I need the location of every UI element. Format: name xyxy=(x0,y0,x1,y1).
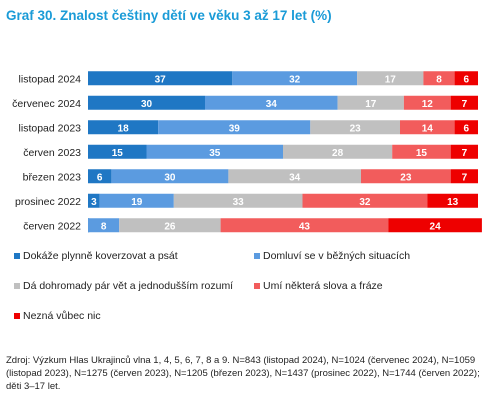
data-label: 23 xyxy=(350,123,362,134)
bar-segment xyxy=(146,144,283,159)
bar-segment xyxy=(88,95,205,110)
bar-segment xyxy=(454,120,478,135)
bar-segment xyxy=(392,144,451,159)
legend-swatch xyxy=(254,253,260,259)
bar-segment xyxy=(450,169,478,184)
category-label: listopad 2023 xyxy=(19,122,82,134)
legend-swatch xyxy=(14,313,20,319)
data-label: 28 xyxy=(332,148,344,159)
bar-segment xyxy=(205,95,338,110)
data-label: 8 xyxy=(436,74,442,85)
legend-item: Domluví se v běžných situacích xyxy=(254,250,410,262)
bar-segment xyxy=(283,144,393,159)
data-label: 17 xyxy=(385,74,397,85)
data-label: 19 xyxy=(131,197,143,208)
category-label: červenec 2024 xyxy=(12,98,81,110)
bar-segment xyxy=(220,218,389,233)
legend-item: Nezná vůbec nic xyxy=(14,310,101,322)
data-label: 15 xyxy=(416,148,428,159)
source-note: Zdroj: Výzkum Hlas Ukrajinců vlna 1, 4, … xyxy=(6,355,480,392)
bar-segment xyxy=(427,193,478,208)
bar-segment xyxy=(337,95,404,110)
bar-segment xyxy=(361,169,451,184)
data-label: 35 xyxy=(209,148,221,159)
data-label: 8 xyxy=(101,221,107,232)
bar-segment xyxy=(173,193,303,208)
bar-segment xyxy=(88,144,147,159)
data-label: 30 xyxy=(164,172,176,183)
legend-item: Dá dohromady pár vět a jednodušším rozum… xyxy=(14,280,233,292)
bar-segment xyxy=(232,71,358,86)
legend-label: Umí některá slova a fráze xyxy=(263,280,383,292)
category-label: březen 2023 xyxy=(23,171,82,183)
bar-segment xyxy=(111,169,229,184)
bar-segment xyxy=(357,71,424,86)
data-label: 17 xyxy=(365,99,377,110)
bar-segment xyxy=(302,193,428,208)
bar-segment xyxy=(119,218,221,233)
legend-label: Nezná vůbec nic xyxy=(23,310,101,322)
category-label: červen 2022 xyxy=(23,220,81,232)
data-label: 26 xyxy=(164,221,176,232)
data-label: 7 xyxy=(462,172,468,183)
legend-item: Dokáže plynně koverzovat a psát xyxy=(14,250,178,262)
bar-segment xyxy=(450,144,478,159)
bar-segment xyxy=(158,120,311,135)
legend-swatch xyxy=(14,283,20,289)
data-label: 39 xyxy=(229,123,241,134)
legend-item: Umí některá slova a fráze xyxy=(254,280,383,292)
legend-swatch xyxy=(14,253,20,259)
chart-title: Graf 30. Znalost češtiny dětí ve věku 3 … xyxy=(6,8,332,23)
bar-segment xyxy=(423,71,455,86)
bar-segment xyxy=(403,95,451,110)
data-label: 12 xyxy=(422,99,434,110)
data-label: 34 xyxy=(289,172,301,183)
category-label: červen 2023 xyxy=(23,147,81,159)
bar-segment xyxy=(450,95,478,110)
legend-label: Dokáže plynně koverzovat a psát xyxy=(23,250,178,262)
category-label: prosinec 2022 xyxy=(15,196,81,208)
bar-segment xyxy=(88,193,100,208)
legend-swatch xyxy=(254,283,260,289)
data-label: 14 xyxy=(422,123,434,134)
bar-segment xyxy=(99,193,174,208)
data-label: 13 xyxy=(447,197,459,208)
data-label: 30 xyxy=(141,99,153,110)
bar-segment xyxy=(310,120,400,135)
data-label: 6 xyxy=(464,74,470,85)
bar-segment xyxy=(88,218,120,233)
data-label: 32 xyxy=(359,197,371,208)
data-label: 7 xyxy=(462,99,468,110)
bar-segment xyxy=(88,71,233,86)
data-label: 33 xyxy=(233,197,245,208)
category-label: listopad 2024 xyxy=(19,73,82,85)
data-label: 7 xyxy=(462,148,468,159)
bar-segment xyxy=(228,169,361,184)
data-label: 15 xyxy=(112,148,124,159)
data-label: 24 xyxy=(430,221,442,232)
bar-segment xyxy=(454,71,478,86)
data-label: 6 xyxy=(464,123,470,134)
data-label: 34 xyxy=(266,99,278,110)
bar-segment xyxy=(400,120,455,135)
legend-label: Dá dohromady pár vět a jednodušším rozum… xyxy=(23,280,234,292)
data-label: 18 xyxy=(118,123,130,134)
bar-segment xyxy=(88,120,159,135)
data-label: 23 xyxy=(400,172,412,183)
bar-segment xyxy=(388,218,482,233)
legend-label: Domluví se v běžných situacích xyxy=(263,250,411,262)
data-label: 3 xyxy=(91,197,97,208)
data-label: 43 xyxy=(299,221,311,232)
bar-segment xyxy=(88,169,112,184)
data-label: 32 xyxy=(289,74,301,85)
data-label: 37 xyxy=(155,74,167,85)
data-label: 6 xyxy=(97,172,103,183)
